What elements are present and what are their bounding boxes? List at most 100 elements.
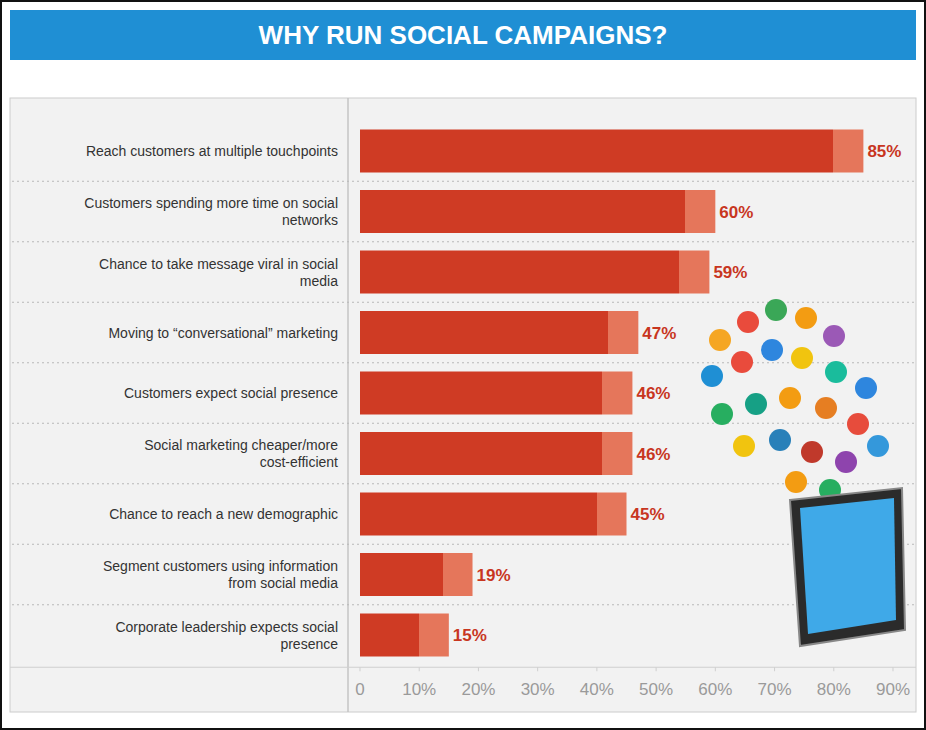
x-tick xyxy=(360,667,361,671)
social-icon xyxy=(711,403,733,425)
tablet-screen xyxy=(800,498,896,634)
x-tick-label: 60% xyxy=(698,680,732,699)
category-label-line: Reach customers at multiple touchpoints xyxy=(86,143,338,159)
bar xyxy=(360,432,632,475)
social-icon xyxy=(847,413,869,435)
tablet xyxy=(790,488,905,646)
x-tick-label: 0 xyxy=(355,680,364,699)
data-label: 15% xyxy=(453,626,487,645)
bars xyxy=(360,130,863,657)
data-label: 59% xyxy=(713,263,747,282)
social-icon xyxy=(733,435,755,457)
social-icon xyxy=(801,441,823,463)
bar xyxy=(360,251,709,294)
social-icon xyxy=(769,429,791,451)
bar xyxy=(360,190,715,233)
x-tick xyxy=(833,667,834,671)
category-label-line: Customers spending more time on social xyxy=(84,195,338,211)
category-label: Customers spending more time on socialne… xyxy=(84,195,338,228)
social-icon xyxy=(701,365,723,387)
x-tick-label: 30% xyxy=(521,680,555,699)
x-tick xyxy=(893,667,894,671)
x-tick-label: 10% xyxy=(402,680,436,699)
frame xyxy=(1,1,925,729)
axis-band-line xyxy=(10,667,916,668)
social-icon xyxy=(785,471,807,493)
social-icon xyxy=(815,397,837,419)
category-label: Corporate leadership expects socialprese… xyxy=(115,619,338,652)
category-label: Chance to take message viral in socialme… xyxy=(99,256,338,289)
row-separator xyxy=(12,604,914,605)
category-label-line: Corporate leadership expects social xyxy=(115,619,338,635)
chart: WHY RUN SOCIAL CAMPAIGNS? Reach customers… xyxy=(0,0,926,730)
x-tick-label: 80% xyxy=(817,680,851,699)
category-label: Segment customers using informationfrom … xyxy=(103,558,338,591)
bar xyxy=(360,372,632,415)
row-separator xyxy=(12,362,914,363)
row-separator xyxy=(12,181,914,182)
category-label-line: Chance to take message viral in social xyxy=(99,256,338,272)
title: WHY RUN SOCIAL CAMPAIGNS? xyxy=(259,20,668,50)
bar xyxy=(360,614,449,657)
divider xyxy=(347,98,349,712)
panel xyxy=(10,98,916,712)
social-icon xyxy=(765,299,787,321)
x-tick-label: 20% xyxy=(461,680,495,699)
x-tick-label: 40% xyxy=(580,680,614,699)
social-icon xyxy=(823,325,845,347)
social-icon xyxy=(761,339,783,361)
x-tick-label: 90% xyxy=(876,680,910,699)
x-tick xyxy=(715,667,716,671)
bar xyxy=(360,553,473,596)
category-label: Moving to “conversational” marketing xyxy=(108,325,338,341)
data-label: 19% xyxy=(477,566,511,585)
social-icon xyxy=(855,377,877,399)
row-separator xyxy=(12,423,914,424)
category-label-line: presence xyxy=(280,636,338,652)
row-separator xyxy=(12,241,914,242)
data-label: 60% xyxy=(719,203,753,222)
category-label: Customers expect social presence xyxy=(124,385,338,401)
social-icon xyxy=(791,347,813,369)
row-separator xyxy=(12,544,914,545)
bar xyxy=(360,130,863,173)
category-label-line: Social marketing cheaper/more xyxy=(144,437,338,453)
x-tick-label: 70% xyxy=(758,680,792,699)
social-icon xyxy=(825,361,847,383)
data-label: 46% xyxy=(636,384,670,403)
bar xyxy=(360,311,638,354)
category-label-line: Segment customers using information xyxy=(103,558,338,574)
category-label: Social marketing cheaper/morecost-effici… xyxy=(144,437,338,470)
category-label-line: cost-efficient xyxy=(260,454,338,470)
data-label: 85% xyxy=(867,142,901,161)
x-tick xyxy=(656,667,657,671)
social-icon xyxy=(779,387,801,409)
category-label-line: Chance to reach a new demographic xyxy=(109,506,338,522)
bar xyxy=(360,493,627,536)
category-label-line: networks xyxy=(282,212,338,228)
x-tick xyxy=(419,667,420,671)
data-label: 45% xyxy=(631,505,665,524)
social-icon xyxy=(745,393,767,415)
decoration xyxy=(701,299,905,646)
category-label: Chance to reach a new demographic xyxy=(109,506,338,522)
x-tick xyxy=(774,667,775,671)
title-band xyxy=(10,10,916,60)
social-icon xyxy=(731,351,753,373)
x-tick-label: 50% xyxy=(639,680,673,699)
x-tick xyxy=(478,667,479,671)
x-tick xyxy=(537,667,538,671)
social-icon xyxy=(709,329,731,351)
social-icon xyxy=(867,435,889,457)
category-label-line: Customers expect social presence xyxy=(124,385,338,401)
social-icon xyxy=(795,307,817,329)
category-label-line: from social media xyxy=(228,575,338,591)
category-label-line: media xyxy=(300,273,338,289)
social-icon xyxy=(835,451,857,473)
data-label: 46% xyxy=(636,445,670,464)
social-icon xyxy=(737,311,759,333)
data-label: 47% xyxy=(642,324,676,343)
category-label-line: Moving to “conversational” marketing xyxy=(108,325,338,341)
category-label: Reach customers at multiple touchpoints xyxy=(86,143,338,159)
row-separator xyxy=(12,483,914,484)
